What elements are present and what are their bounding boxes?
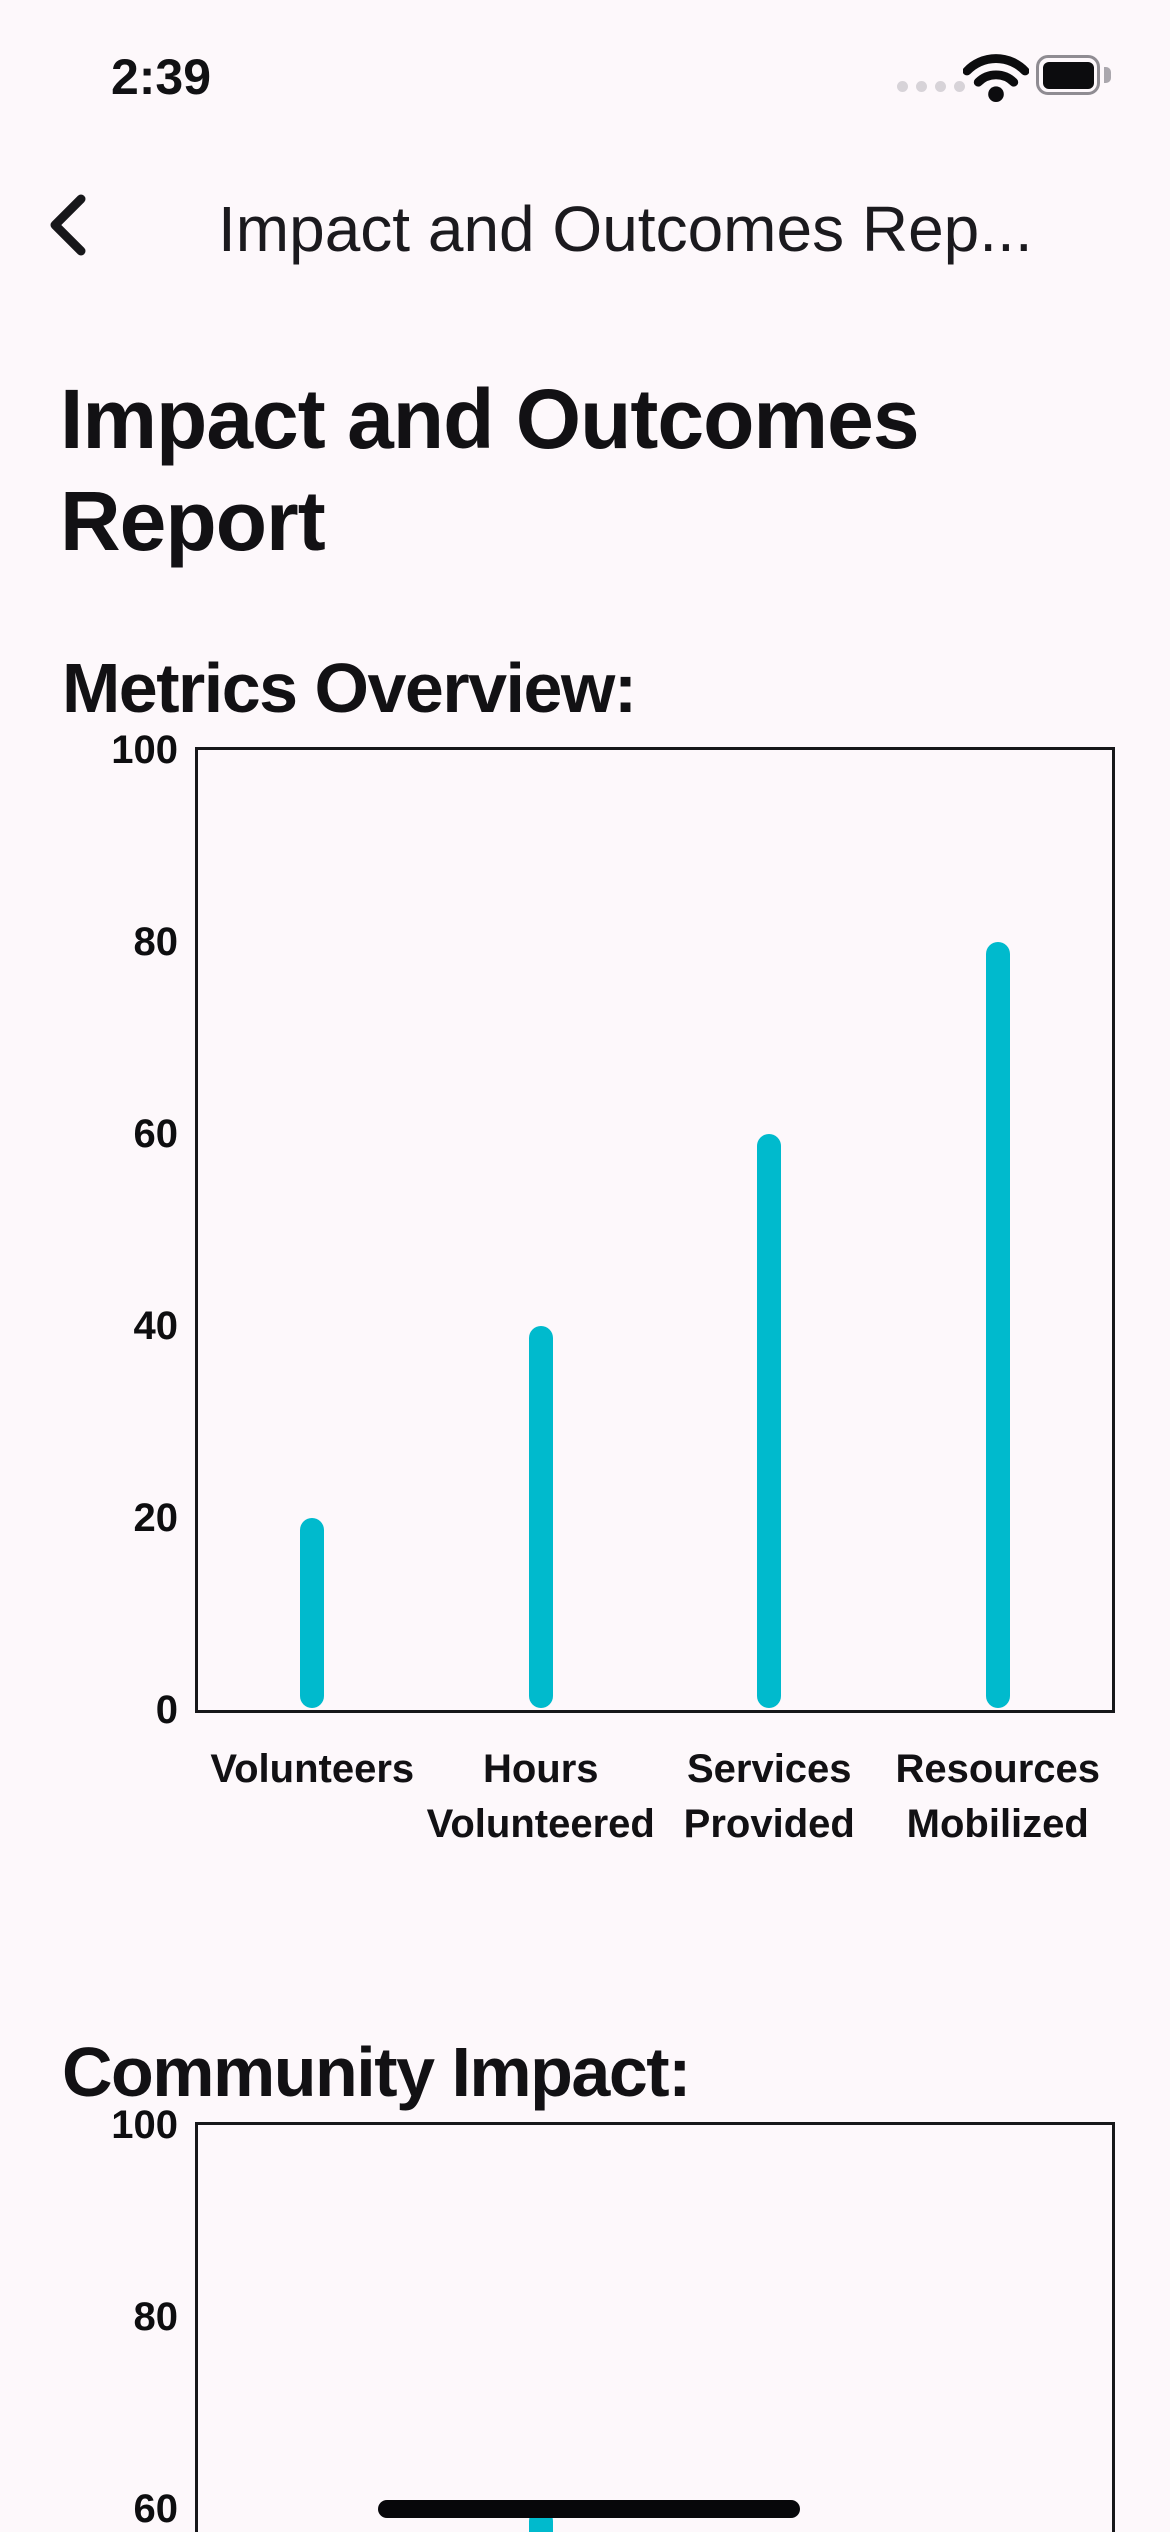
y-axis-tick-label: 40: [133, 1304, 179, 1348]
nav-title: Impact and Outcomes Rep...: [218, 193, 1033, 265]
y-axis-tick-label: 60: [133, 1112, 179, 1156]
bar-services-provided: [757, 1134, 782, 1708]
section-heading-community-impact: Community Impact:: [62, 2033, 691, 2111]
y-axis-tick-label: 20: [133, 1496, 179, 1540]
y-axis-tick-label: 60: [133, 2487, 179, 2531]
y-axis-tick-label: 80: [133, 2295, 179, 2339]
battery-nub: [1104, 67, 1111, 83]
chart-plot-area: [195, 747, 1115, 1713]
x-axis-label-services-provided: Services Provided: [683, 1747, 855, 1846]
y-axis-tick-label: 80: [133, 920, 179, 964]
bar-volunteers: [300, 1518, 325, 1708]
y-axis-tick-label: 0: [155, 1688, 178, 1732]
status-time: 2:39: [110, 49, 212, 105]
bar-resources-mobilized: [985, 942, 1010, 1708]
y-axis-tick-label: 100: [111, 2103, 178, 2147]
section-heading-metrics-overview: Metrics Overview:: [62, 649, 637, 727]
back-button[interactable]: [46, 194, 86, 261]
page-title: Impact and Outcomes Report: [60, 372, 920, 568]
overlay-line-segment: [378, 2500, 801, 2518]
bar-hours-volunteered: [528, 1326, 553, 1708]
battery-icon: [1036, 55, 1100, 95]
wifi-icon: [962, 51, 1030, 108]
chart-plot-area: [195, 2122, 1115, 2532]
x-axis-label-volunteers: Volunteers: [210, 1747, 415, 1791]
y-axis-tick-label: 100: [111, 728, 178, 772]
x-axis-label-hours-volunteered: Hours Volunteered: [426, 1747, 655, 1846]
x-axis-label-resources-mobilized: Resources Mobilized: [895, 1747, 1101, 1846]
